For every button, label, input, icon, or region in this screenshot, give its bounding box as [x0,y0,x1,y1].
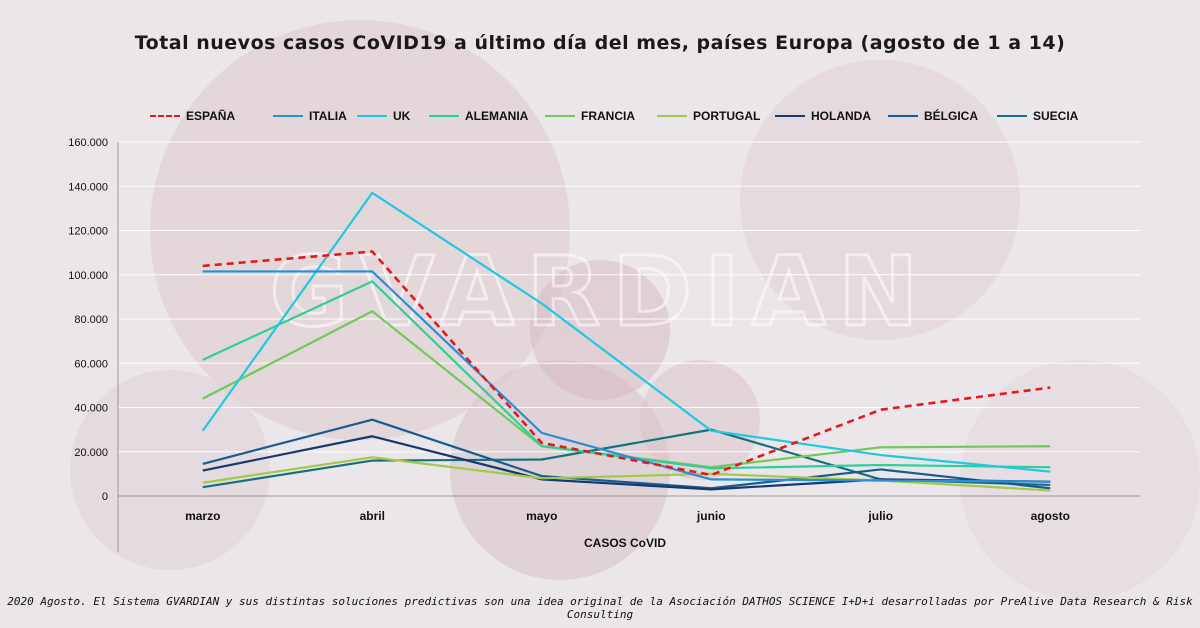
legend-swatch [273,115,303,117]
legend-item: PORTUGAL [657,106,760,126]
legend-item: ITALIA [273,106,347,126]
legend-label: BÉLGICA [924,109,978,123]
x-tick-label: abril [360,509,385,523]
x-tick-label: marzo [185,509,220,523]
footer-credit: 2020 Agosto. El Sistema GVARDIAN y sus d… [7,595,1193,621]
legend-swatch [775,115,805,117]
x-tick-label: junio [696,509,726,523]
legend-label: ESPAÑA [186,109,236,123]
legend-label: PORTUGAL [693,109,761,123]
legend-item: ALEMANIA [429,106,528,126]
legend-label: ITALIA [309,109,347,123]
y-tick-label: 80.000 [74,314,108,326]
legend-item: ESPAÑA [150,106,235,126]
legend-label: FRANCIA [581,109,635,123]
y-tick-label: 20.000 [74,447,108,459]
legend-item: HOLANDA [775,106,871,126]
legend-swatch [888,115,918,117]
y-tick-label: 100.000 [68,270,108,282]
legend-swatch [657,115,687,117]
legend-label: UK [393,109,411,123]
legend-swatch [429,115,459,117]
series-line-italia [202,270,1051,483]
legend-label: HOLANDA [811,109,871,123]
legend-swatch [357,115,387,117]
series-line-uk [201,191,1051,473]
legend-item: SUECIA [997,106,1078,126]
y-tick-label: 160.000 [68,137,108,149]
x-axis-label: CASOS CoVID [583,536,666,550]
y-tick-label: 140.000 [68,181,108,193]
y-tick-label: 60.000 [74,358,108,370]
y-tick-label: 0 [102,491,108,503]
legend-swatch [545,115,575,117]
x-tick-label: agosto [1031,509,1070,523]
series-line-bélgica [202,418,1051,490]
y-tick-label: 40.000 [74,403,108,415]
x-tick-label: mayo [526,509,557,523]
x-tick-label: julio [867,509,893,523]
series-line-españa [202,250,1051,477]
chart-title: Total nuevos casos CoVID19 a último día … [134,32,1066,54]
legend-label: ALEMANIA [465,109,529,123]
legend-item: UK [357,106,410,126]
legend-item: FRANCIA [545,106,635,126]
legend-swatch [150,115,180,117]
y-tick-label: 120.000 [68,226,108,238]
chart-legend: ESPAÑA ITALIA UK ALEMANIA FRANCIA PORTUGAL HOL… [150,106,1080,126]
legend-swatch [997,115,1027,117]
series-line-portugal [202,456,1051,492]
legend-item: BÉLGICA [888,106,978,126]
legend-label: SUECIA [1033,109,1079,123]
watermark-text: GVARDIAN [270,236,931,348]
